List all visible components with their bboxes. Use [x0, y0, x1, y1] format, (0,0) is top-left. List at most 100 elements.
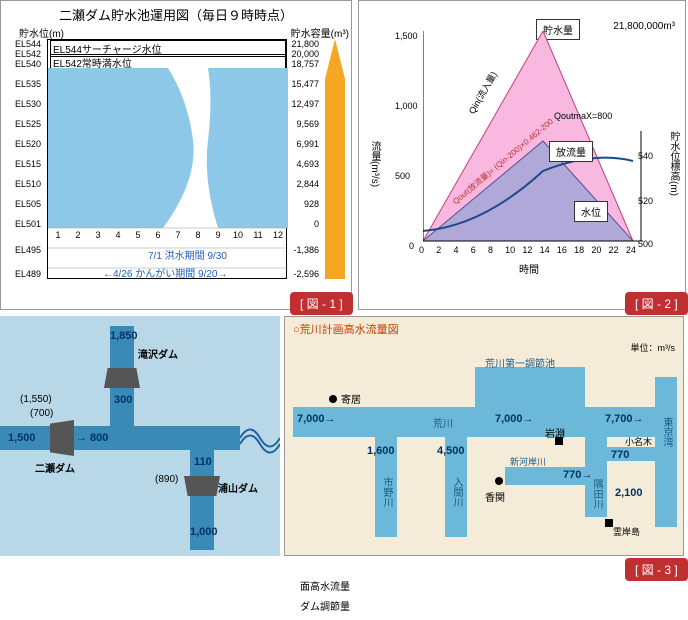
fig1-rlabel: 6,991	[296, 139, 319, 149]
dam-diagram: 1,850 滝沢ダム 300 (1,550) (700) 1,500 → 800…	[0, 316, 280, 556]
qoutmax: QoutmaX=800	[554, 111, 612, 121]
takizawa-dam-icon	[104, 368, 140, 388]
val: 1,500	[8, 432, 36, 444]
footer-1: 面高水流量	[300, 578, 350, 593]
irrigation-period: ←4/26 かんがい期間 9/20→	[103, 265, 227, 280]
fig1-rlabel: 15,477	[291, 79, 319, 89]
val: (1,550)	[20, 394, 52, 405]
fig1-rlabel: 928	[304, 199, 319, 209]
fig1-rlabel: 12,497	[291, 99, 319, 109]
figure-2-panel: 貯水量 21,800,000m³ 流量(m³/s) 貯水位標高(m) 1,500…	[358, 0, 686, 310]
arakawa-label: 荒川	[433, 415, 453, 430]
fig2-xlabel: 時間	[519, 261, 539, 276]
bay-label: 東京湾	[659, 417, 674, 447]
fig2-yleft: 流量(m³/s)	[367, 141, 382, 187]
val: (700)	[30, 408, 53, 419]
fig1-chart: EL544サーチャージ水位 EL542常時満水位 1 2 3 4 5 6 7 8…	[47, 39, 287, 279]
discharge-box: 放流量	[549, 141, 593, 162]
fig1-rlabel: 21,800	[291, 39, 319, 49]
fig1-rlabel: -1,386	[293, 245, 319, 255]
flow: 770→	[563, 469, 592, 481]
flow: 2,100	[615, 487, 643, 499]
fig1-ytick: EL544	[15, 39, 41, 49]
fig1-title: 二瀬ダム貯水池運用図（毎日９時時点）	[1, 1, 351, 28]
fig1-capacity-bar	[323, 39, 347, 279]
val: 800	[90, 432, 108, 444]
fig1-ytick: EL530	[15, 99, 41, 109]
konagi: 小名木	[625, 435, 652, 448]
fig1-rlabel: 20,000	[291, 49, 319, 59]
fig2-yt: 0	[409, 241, 414, 251]
level-box: 水位	[574, 201, 608, 222]
koubun: 香関	[485, 489, 505, 504]
unit: 単位：m³/s	[631, 341, 676, 354]
fig1-ytick: EL501	[15, 219, 41, 229]
val: 300	[114, 394, 132, 406]
flow: 7,700→	[605, 413, 644, 425]
wave-icon	[240, 416, 280, 460]
fig1-rlabel: 0	[314, 219, 319, 229]
fig1-rlabel: 18,757	[291, 59, 319, 69]
ichino-label: 市野川	[379, 477, 394, 507]
tsukishima: 霊岸島	[613, 525, 640, 538]
fig2-yt: 500	[395, 171, 410, 181]
futase-dam-icon	[50, 420, 74, 456]
figure-3-panel: 1,850 滝沢ダム 300 (1,550) (700) 1,500 → 800…	[0, 316, 688, 576]
takizawa-label: 滝沢ダム	[138, 346, 178, 361]
fig1-yleft-label: 貯水位(m)	[19, 25, 64, 40]
sq-tsuki	[605, 519, 613, 527]
fig1-ytick: EL535	[15, 79, 41, 89]
fig1-rlabel: -2,596	[293, 269, 319, 279]
dot-koubun	[495, 477, 503, 485]
figure-1-panel: 二瀬ダム貯水池運用図（毎日９時時点） 貯水位(m) 貯水容量(m³) EL544…	[0, 0, 352, 310]
fig2-label: [ 図 - 2 ]	[625, 292, 688, 315]
val: 1,850	[110, 330, 138, 342]
fig2-yright: 貯水位標高(m)	[666, 131, 681, 196]
sumida-label: 隅田川	[589, 479, 604, 509]
shinkashi: 新河岸川	[510, 455, 546, 468]
fig1-ytick: EL540	[15, 59, 41, 69]
futase-label: 二瀬ダム	[35, 460, 75, 475]
fig2-yt: 1,000	[395, 101, 418, 111]
fig1-months: 1 2 3 4 5 6 7 8 9 10 11 12	[48, 230, 288, 240]
fig1-ytick: EL495	[15, 245, 41, 255]
urayama-label: 浦山ダム	[218, 480, 258, 495]
fig3-header: ○荒川計画高水流量図	[293, 321, 399, 337]
fig1-ytick: EL525	[15, 119, 41, 129]
fig2-yt: 1,500	[395, 31, 418, 41]
fig1-ytick: EL515	[15, 159, 41, 169]
fig1-ytick: EL542	[15, 49, 41, 59]
val: 110	[194, 456, 212, 468]
flow: 1,600	[367, 445, 395, 457]
fig2-xticks: 0 2 4 6 8 10 12 14 16 18 20 22 24	[419, 245, 643, 255]
fig1-rlabel: 9,569	[296, 119, 319, 129]
flow: 7,000→	[297, 413, 336, 425]
tokyo-bay-bar	[655, 377, 677, 527]
flood-period: 7/1 洪水期間 9/30	[148, 247, 227, 262]
iwabuchi: 岩淵	[545, 425, 565, 440]
dot-yorii	[329, 395, 337, 403]
val: 1,000	[190, 526, 218, 538]
fig1-ytick: EL505	[15, 199, 41, 209]
fig1-rlabel: 2,844	[296, 179, 319, 189]
pond-label: 荒川第一調節池	[485, 355, 555, 370]
val: (890)	[155, 474, 178, 485]
urayama-dam-icon	[184, 476, 220, 496]
yorii: 寄居	[341, 391, 361, 406]
pond	[475, 367, 585, 407]
fig1-ytick: EL489	[15, 269, 41, 279]
fig1-rlabel: 4,693	[296, 159, 319, 169]
fig1-ytick: EL520	[15, 139, 41, 149]
footer-2: ダム調節量	[300, 598, 350, 613]
fig1-label: [ 図 - 1 ]	[290, 292, 353, 315]
flow-map: ○荒川計画高水流量図 単位：m³/s 荒川第一調節池 寄居 荒川 岩淵 香関 新…	[284, 316, 684, 556]
main-river	[0, 426, 240, 450]
fig1-yright-label: 貯水容量(m³)	[291, 25, 349, 40]
iruma-label: 入間川	[449, 477, 464, 507]
fig1-svg	[48, 40, 288, 280]
flow: 4,500	[437, 445, 465, 457]
fig3-label: [ 図 - 3 ]	[625, 558, 688, 581]
flow: 7,000→	[495, 413, 534, 425]
flow: 770	[611, 449, 629, 461]
fig1-ytick: EL510	[15, 179, 41, 189]
